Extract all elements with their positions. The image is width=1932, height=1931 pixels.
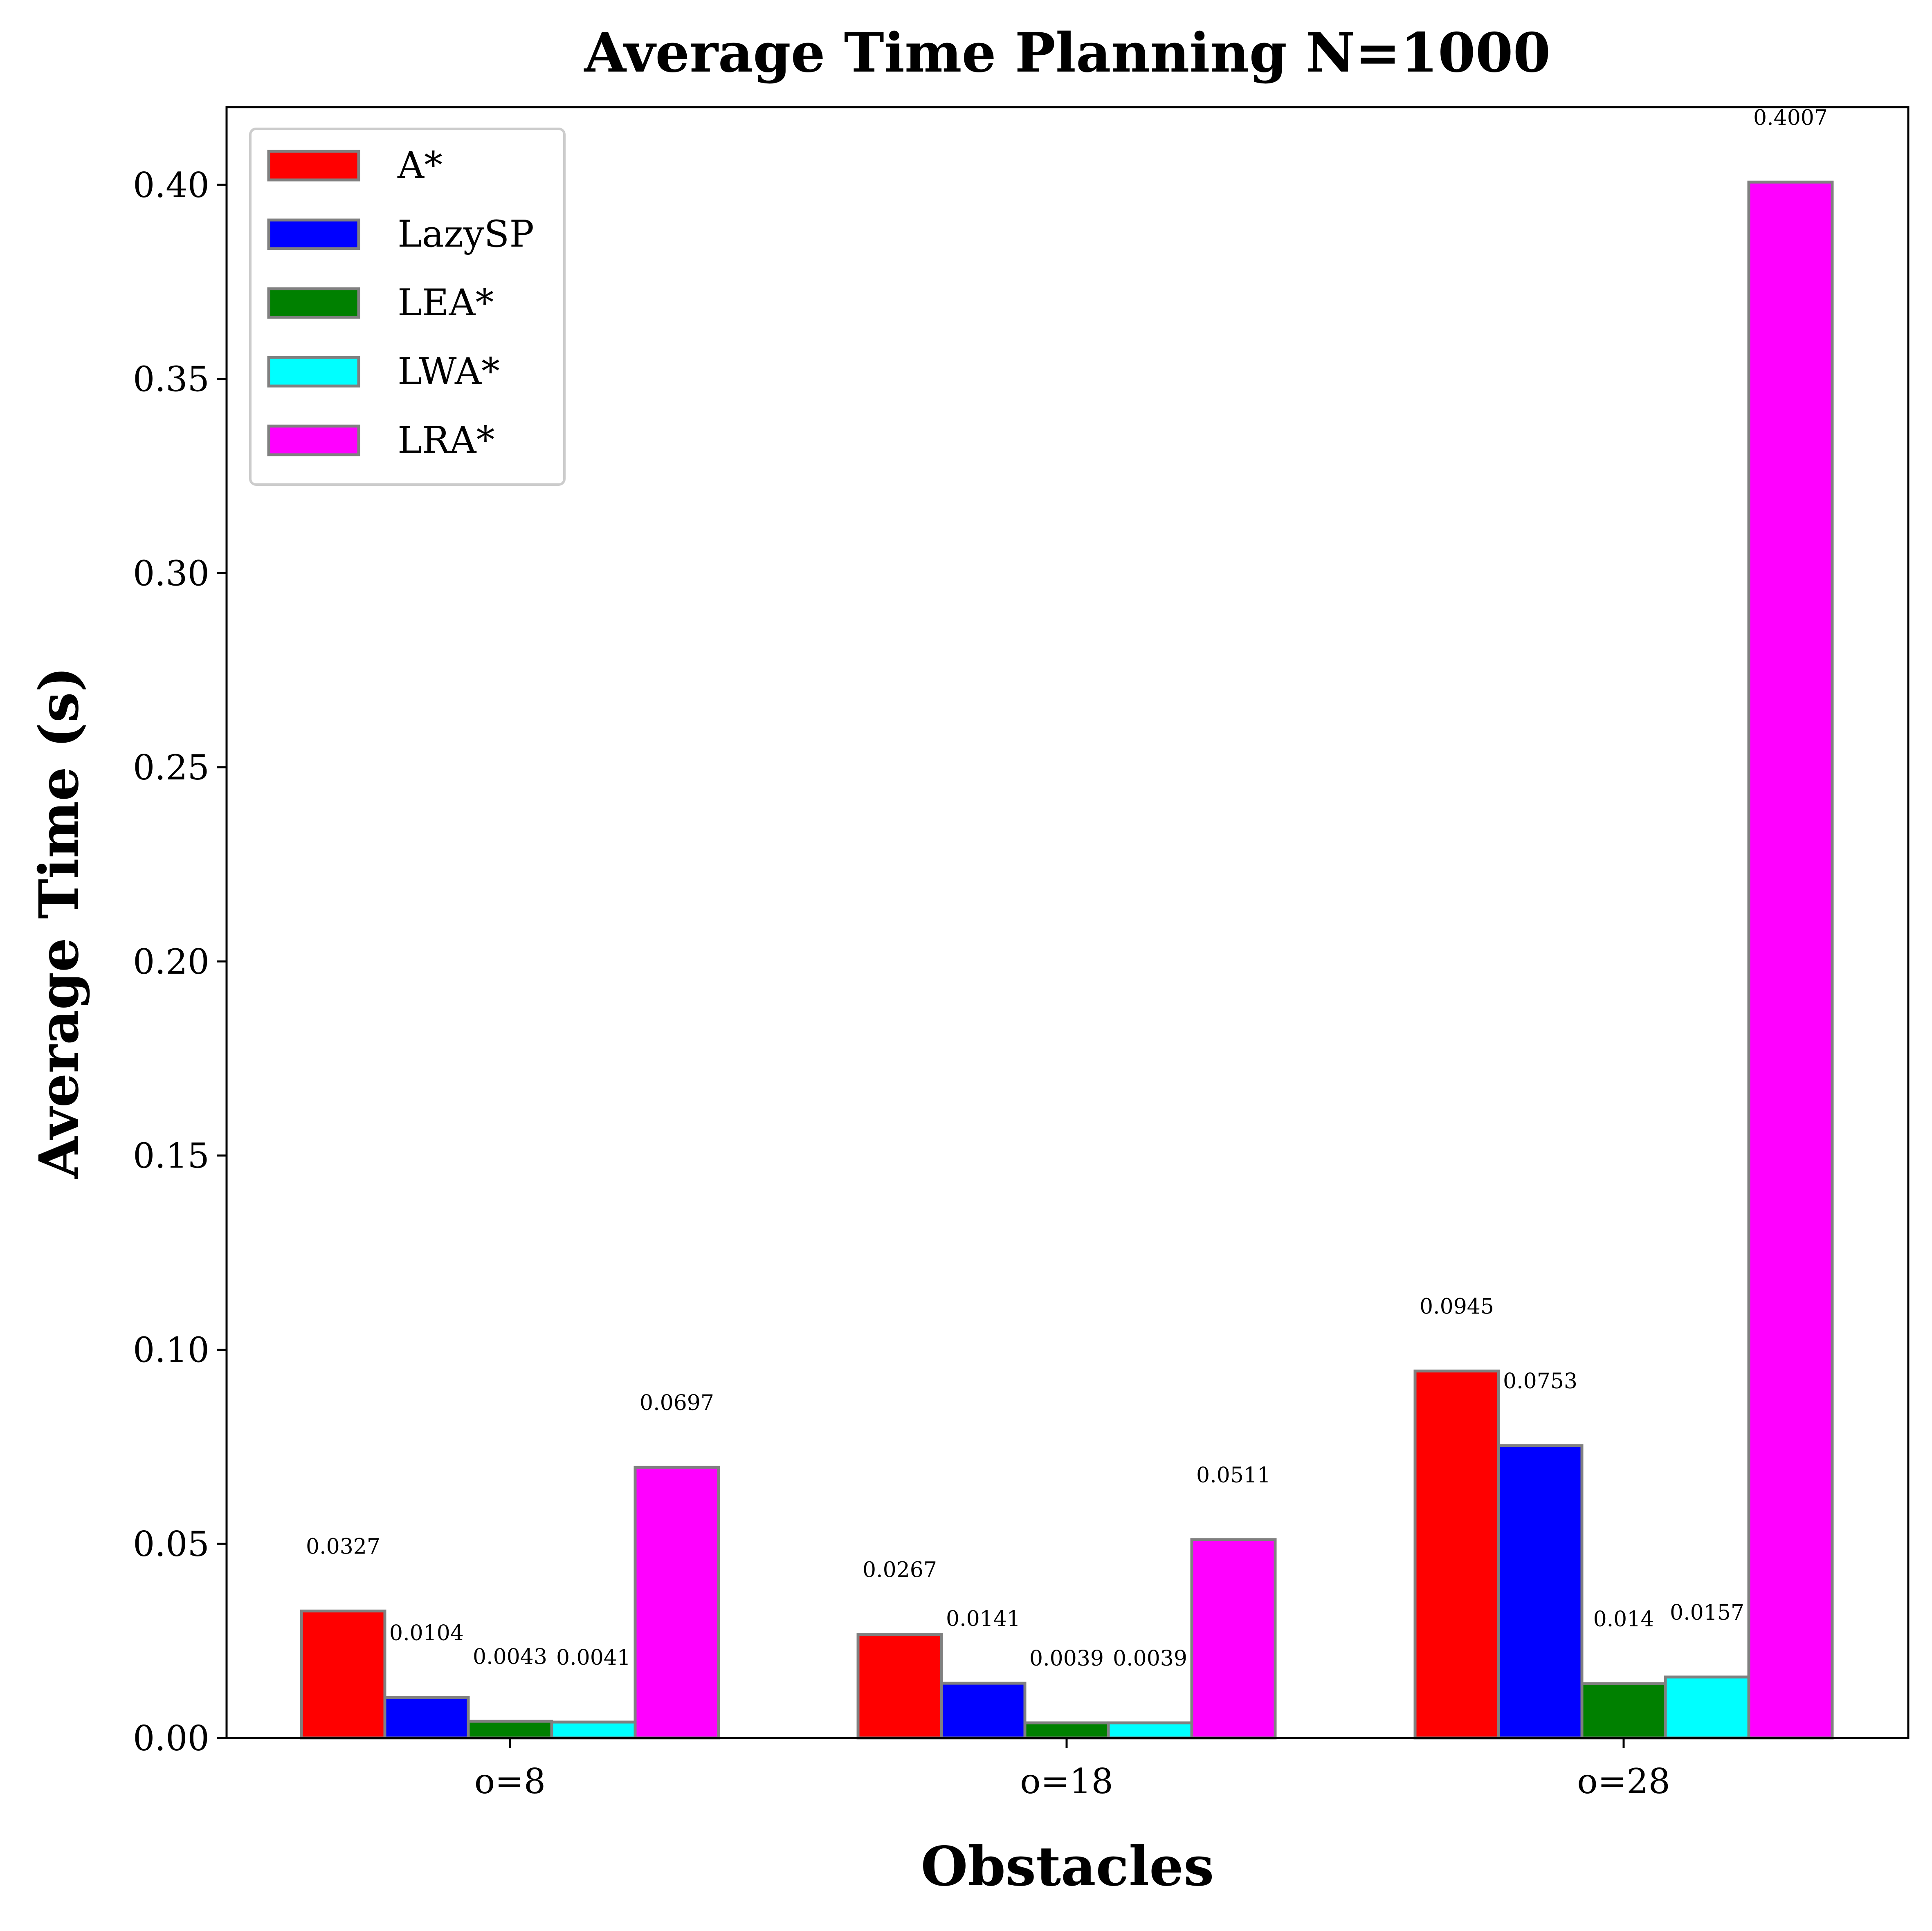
y-tick-label: 0.35 [133,359,209,400]
bar [856,1632,943,1740]
y-tick-label: 0.10 [133,1330,209,1370]
ticks-layer: 0.00 0.05 0.10 0.15 0.20 0.25 0.30 0.35 0.40 o=8 o… [133,165,1670,1801]
bar [550,1720,637,1740]
bar-value-label: 0.014 [1593,1607,1654,1632]
bar [383,1696,470,1740]
bar [940,1682,1027,1740]
bar [1023,1721,1110,1740]
bar [1497,1444,1584,1740]
x-tick-label: o=18 [1020,1761,1113,1801]
bar-value-label: 0.0327 [306,1535,380,1559]
x-axis-label: Obstacles [921,1835,1214,1898]
bar-value-label: 0.0945 [1420,1295,1494,1319]
y-tick-label: 0.15 [133,1136,209,1176]
bar-value-label: 0.0511 [1196,1463,1271,1488]
bar-value-label: 0.0039 [1029,1646,1104,1671]
y-tick-label: 0.40 [133,165,209,205]
bar [467,1720,553,1740]
bar [1107,1721,1193,1740]
legend-swatch [267,287,360,319]
legend: A* LazySP LEA* LWA* LRA* [249,128,566,486]
y-tick-label: 0.00 [133,1718,209,1758]
bar-value-label: 0.0753 [1503,1369,1577,1394]
bar [1580,1682,1667,1740]
bar-value-label: 0.0043 [473,1645,547,1669]
y-tick-label: 0.30 [133,553,209,593]
x-tick-label: o=8 [474,1761,546,1801]
bar [1747,180,1834,1740]
bar [1190,1538,1277,1740]
bar-value-label: 0.0157 [1670,1601,1744,1625]
x-tick-label: o=28 [1577,1761,1670,1801]
y-axis-label: Average Time (s) [27,667,91,1179]
bar [1413,1370,1500,1740]
bar [1664,1675,1750,1740]
bar-value-label: 0.4007 [1753,106,1828,130]
bars-layer [300,180,1834,1740]
bar [634,1466,720,1740]
bar-value-label: 0.0039 [1113,1646,1187,1671]
value-labels-layer: 0.0327 0.0267 0.0945 0.0104 0.0141 0.0753 0.00… [306,106,1828,1671]
legend-label: LRA* [398,419,495,462]
bar-value-label: 0.0697 [640,1391,714,1415]
legend-label: LazySP [398,213,534,256]
plot-frame [225,106,1910,1739]
bar-value-label: 0.0041 [556,1646,631,1670]
legend-swatch [267,150,360,182]
legend-box [249,128,566,486]
legend-label: A* [397,144,443,187]
legend-swatch [267,356,360,388]
bar-value-label: 0.0141 [946,1607,1020,1631]
y-tick-label: 0.05 [133,1524,209,1564]
bar [300,1610,386,1740]
chart-title: Average Time Planning N=1000 [584,21,1551,85]
legend-swatch [267,218,360,250]
y-tick-label: 0.25 [133,748,209,788]
legend-label: LEA* [398,281,494,324]
y-tick-label: 0.20 [133,942,209,982]
legend-label: LWA* [398,350,500,393]
legend-swatch [267,424,360,456]
bar-value-label: 0.0267 [863,1558,937,1582]
bar-value-label: 0.0104 [389,1621,464,1646]
